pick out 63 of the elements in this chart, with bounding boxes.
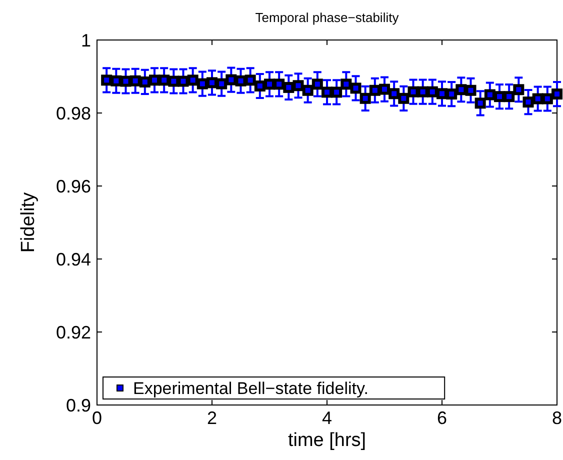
point [168, 76, 180, 87]
point [426, 86, 438, 98]
point [474, 98, 486, 109]
point [532, 93, 544, 104]
x-tick-label: 2 [206, 408, 218, 428]
point [187, 74, 198, 86]
point [465, 84, 476, 96]
x-axis-title: time [hrs] [288, 430, 366, 451]
y-tick-label: 1 [80, 30, 91, 50]
point [120, 76, 132, 87]
point [264, 78, 275, 90]
y-tick-label: 0.9 [66, 395, 91, 416]
point [196, 78, 208, 90]
point [244, 74, 256, 86]
point [484, 89, 496, 100]
point [283, 82, 294, 93]
point [158, 74, 170, 86]
y-tick-label: 0.92 [56, 322, 91, 342]
point [312, 78, 323, 90]
point [417, 86, 428, 98]
x-tick-label: 6 [436, 408, 448, 428]
point [360, 92, 371, 104]
chart-title: Temporal phase−stability [255, 10, 400, 25]
point [513, 84, 524, 96]
legend-label: Experimental Bell−state fidelity. [133, 378, 368, 398]
x-tick-label: 0 [92, 408, 102, 428]
point [350, 82, 362, 94]
point [446, 88, 458, 100]
point [398, 92, 410, 104]
point [494, 91, 505, 102]
point [110, 75, 122, 86]
point [206, 77, 218, 88]
point [522, 96, 534, 108]
point [302, 84, 314, 96]
point [456, 84, 467, 96]
point [235, 75, 246, 86]
point [274, 78, 285, 90]
point [292, 80, 304, 92]
point [130, 75, 141, 86]
point [436, 88, 448, 100]
point [139, 76, 150, 88]
point [331, 86, 342, 98]
point [408, 86, 419, 98]
y-axis-title: Fidelity [18, 192, 39, 253]
point [226, 74, 237, 86]
point [254, 80, 266, 92]
point [504, 91, 515, 102]
point [542, 93, 553, 104]
y-tick-label: 0.98 [56, 103, 91, 124]
point [552, 88, 562, 100]
point [340, 78, 352, 90]
point [101, 74, 112, 86]
point [369, 84, 380, 96]
point [178, 76, 189, 87]
point [388, 88, 400, 100]
point [322, 86, 332, 98]
point [379, 84, 390, 95]
point [216, 78, 228, 90]
y-tick-label: 0.96 [56, 176, 91, 196]
x-tick-label: 4 [322, 408, 332, 428]
y-tick-label: 0.94 [56, 249, 91, 270]
x-tick-label: 8 [552, 408, 562, 428]
point [149, 74, 160, 86]
